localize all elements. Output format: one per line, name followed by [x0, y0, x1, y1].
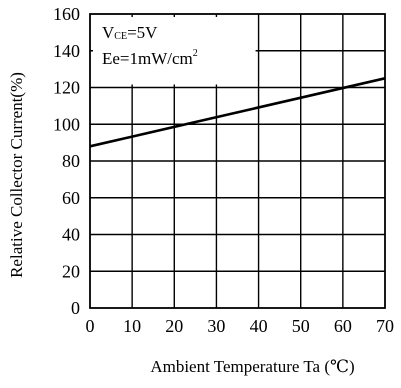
x-tick-label: 60 [334, 316, 352, 336]
y-tick-label: 40 [62, 225, 80, 245]
y-tick-label: 160 [53, 4, 80, 24]
y-tick-label: 120 [53, 78, 80, 98]
tick-labels: 0 10 20 30 40 50 60 70 0 20 40 60 80 100 120 140 160 [53, 4, 394, 336]
plot-frame [89, 13, 386, 309]
y-tick-label: 0 [71, 298, 80, 318]
x-tick-label: 20 [165, 316, 183, 336]
annotation-vce: VCE=5V [102, 23, 158, 42]
annotation-vce-sub: CE [114, 31, 127, 42]
x-tick-label: 30 [207, 316, 225, 336]
x-tick-label: 70 [376, 316, 394, 336]
x-tick-label: 10 [123, 316, 141, 336]
y-tick-label: 140 [53, 41, 80, 61]
annotation-box [93, 17, 256, 85]
annotation-ee-main: Ee=1mW/cm [102, 49, 193, 68]
annotation-ee: Ee=1mW/cm2 [102, 48, 198, 68]
y-tick-label: 60 [62, 188, 80, 208]
y-tick-label: 80 [62, 151, 80, 171]
x-tick-label: 50 [292, 316, 310, 336]
y-tick-label: 100 [53, 114, 80, 134]
x-tick-label: 0 [86, 316, 95, 336]
x-axis-label: Ambient Temperature Ta (℃) [150, 357, 354, 376]
x-tick-label: 40 [250, 316, 268, 336]
annotation-vce-rest: =5V [127, 23, 158, 42]
series-line [89, 77, 386, 148]
annotation-ee-sup: 2 [193, 48, 198, 59]
annotation-vce-main: V [102, 23, 115, 42]
y-axis-label: Relative Collector Current(%) [7, 72, 26, 278]
series-lines [89, 77, 386, 148]
plot-border [89, 13, 386, 309]
y-tick-label: 20 [62, 261, 80, 281]
